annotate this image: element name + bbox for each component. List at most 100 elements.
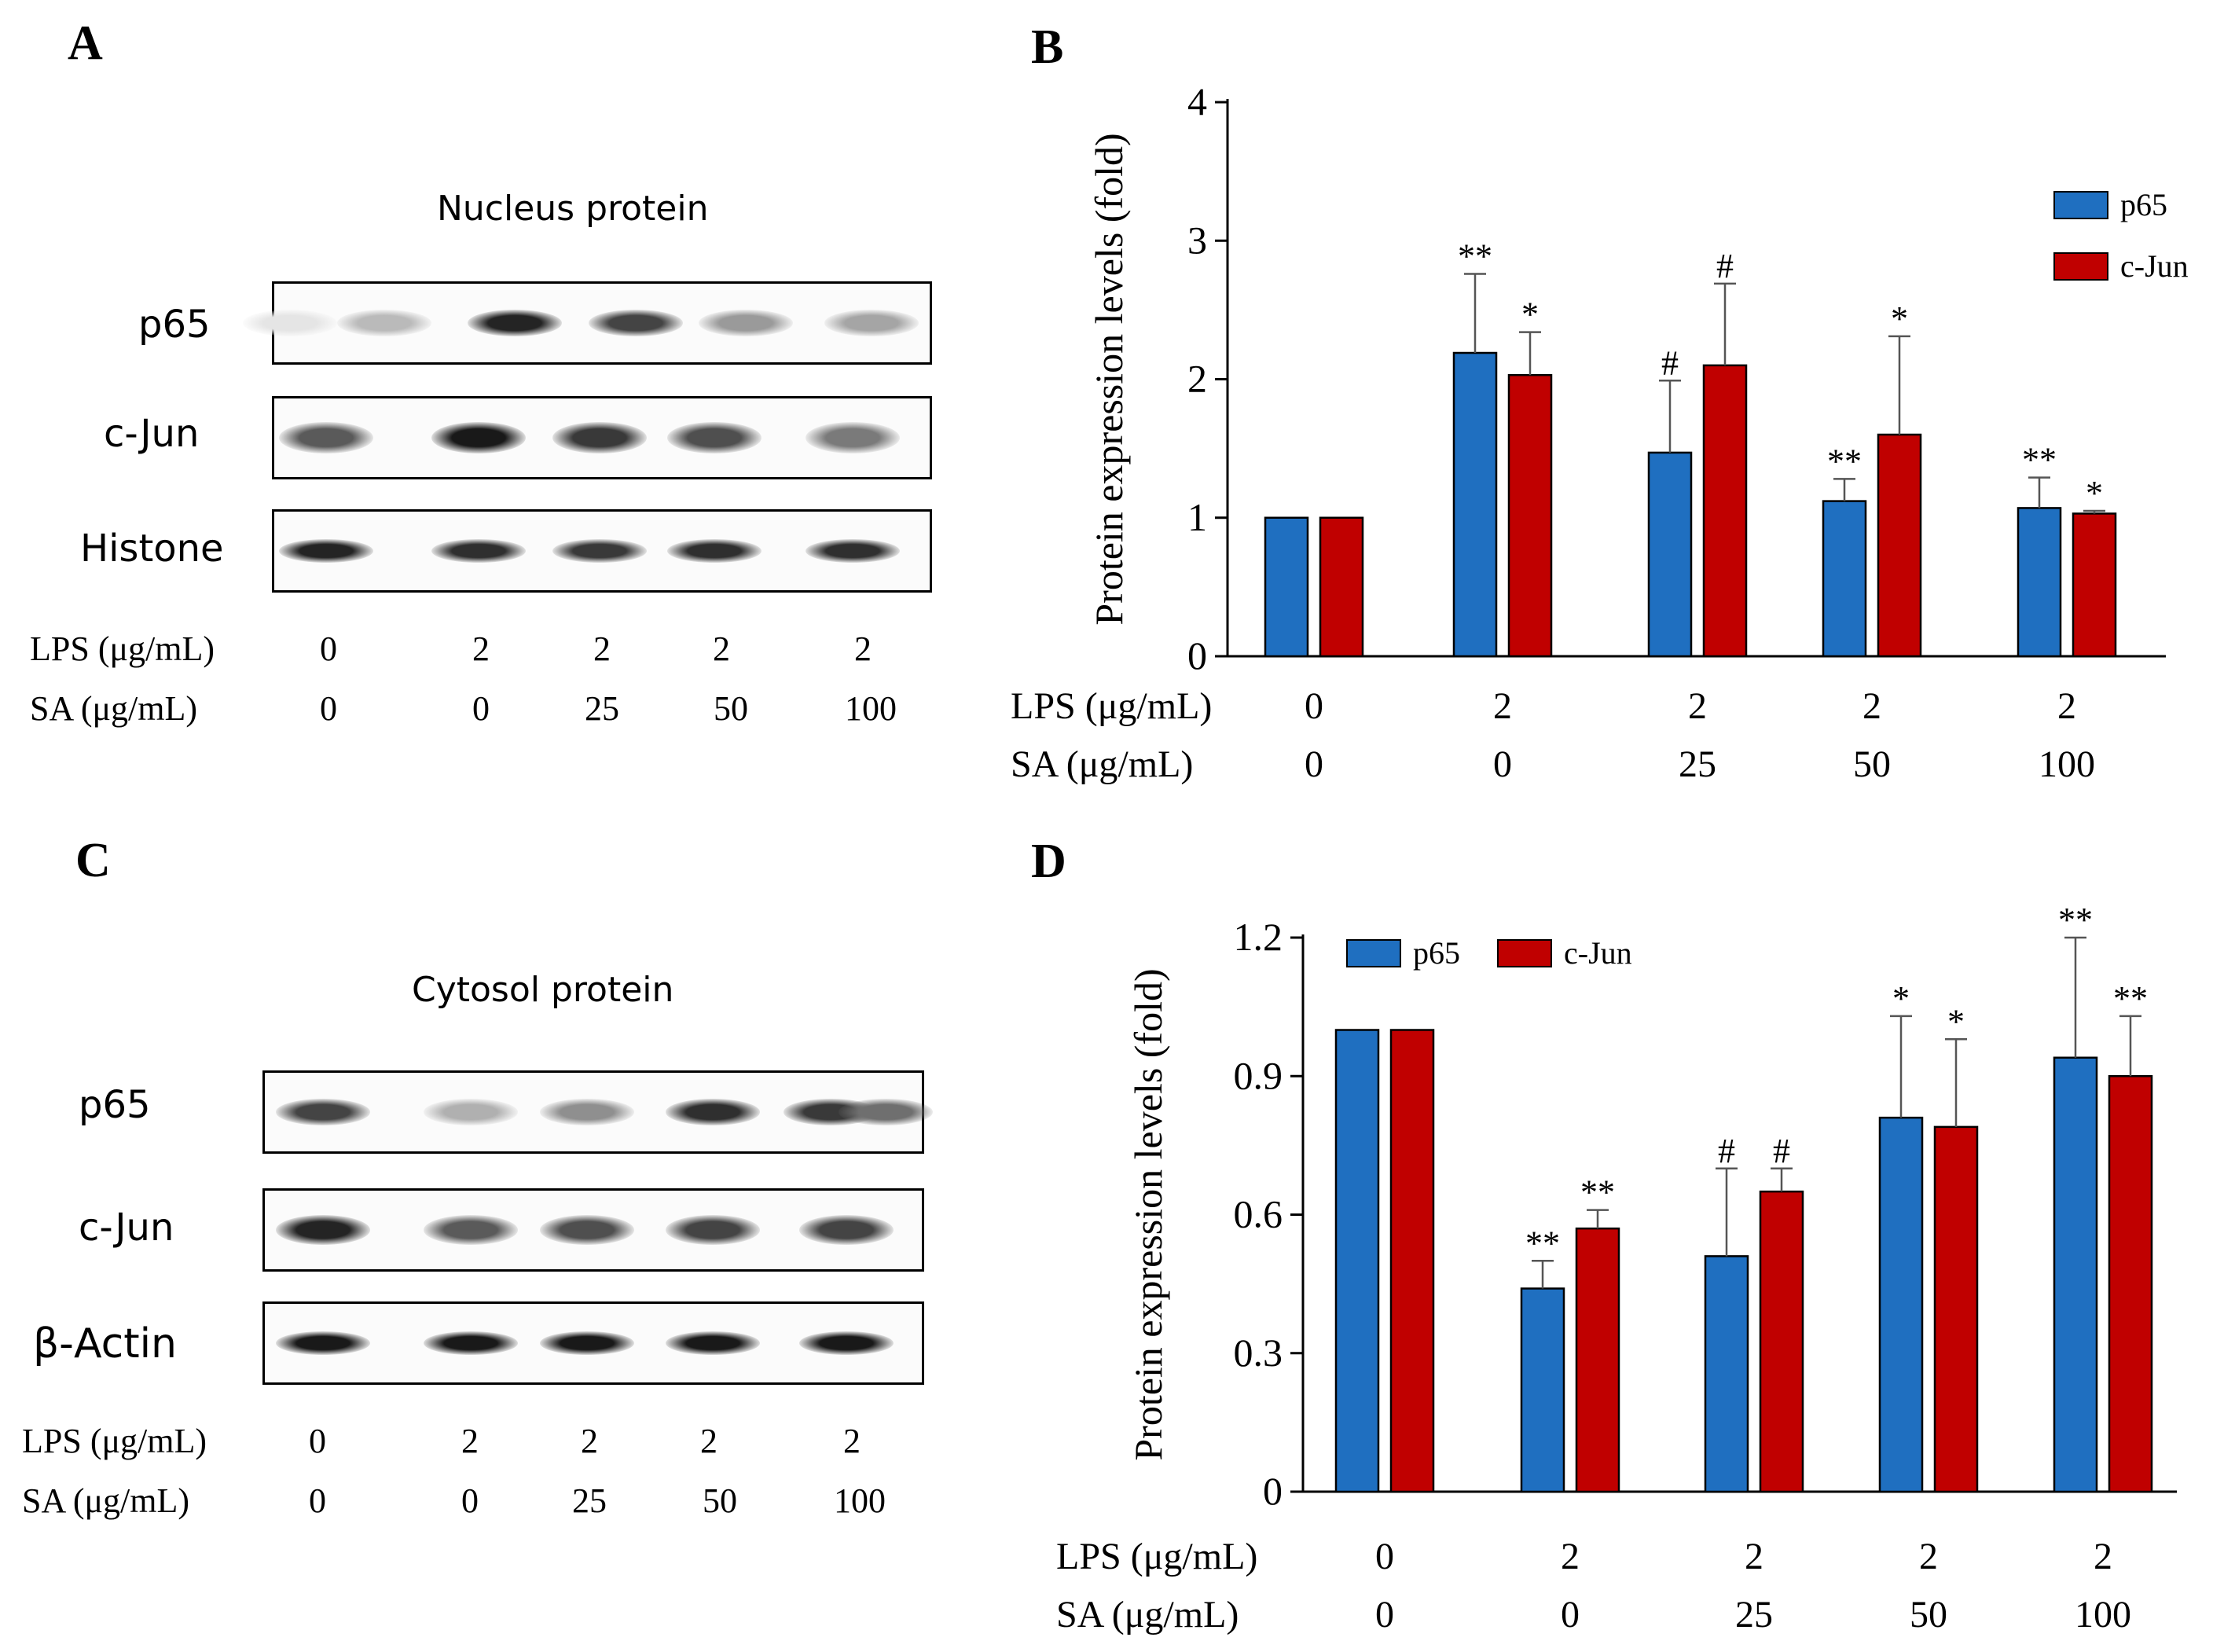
blot-band: [276, 1099, 370, 1125]
blot-band: [666, 1215, 760, 1245]
blot-band: [666, 1331, 760, 1355]
sa-value: 0: [1561, 1594, 1580, 1635]
blot-band: [424, 1331, 518, 1355]
significance-marker: **: [1525, 1224, 1560, 1262]
panel-c-sa-value: 25: [572, 1481, 607, 1520]
panel-b-letter: B: [1031, 20, 1063, 74]
blot-band: [540, 1331, 634, 1355]
panel-a-row-label-histone: Histone: [80, 527, 224, 571]
panel-c-blot-bactin: [262, 1301, 924, 1385]
lps-label: LPS (μg/mL): [1011, 685, 1212, 727]
legend-swatch-c-jun: [2053, 252, 2108, 281]
significance-marker: #: [1661, 343, 1679, 382]
panel-a-sa-value: 25: [585, 689, 619, 728]
blot-band: [243, 310, 337, 336]
sa-value: 0: [1305, 743, 1323, 785]
sa-value: 100: [2039, 743, 2095, 785]
significance-marker: **: [1580, 1173, 1615, 1212]
bar-c-jun: [1389, 1029, 1435, 1493]
panel-a-lps-value: 2: [854, 630, 872, 668]
y-tick-label: 0.9: [1234, 1053, 1283, 1097]
panel-c-sa-value: 100: [834, 1481, 886, 1520]
y-tick-label: 1.2: [1234, 915, 1283, 959]
panel-c-sa-label: SA (μg/mL): [22, 1481, 190, 1520]
bar-p65: [1704, 1255, 1749, 1493]
panel-a-sa-value: 0: [320, 689, 337, 728]
blot-band: [667, 422, 762, 453]
bar-c-jun: [1319, 516, 1364, 658]
blot-band: [552, 422, 647, 453]
blot-band: [424, 1215, 518, 1245]
panel-c-lps-value: 2: [700, 1422, 717, 1460]
lps-value: 2: [1493, 685, 1512, 727]
lps-value: 2: [1862, 685, 1881, 727]
blot-band: [699, 310, 793, 336]
bar-c-jun: [1933, 1125, 1979, 1493]
panel-c-lps-value: 0: [309, 1422, 326, 1460]
blot-band: [276, 1331, 370, 1355]
significance-marker: #: [1718, 1132, 1735, 1170]
panel-c-lps-value: 2: [581, 1422, 598, 1460]
sa-label: SA (μg/mL): [1011, 743, 1193, 785]
panel-a-blot-cjun: [272, 396, 932, 479]
panel-a-lps-value: 2: [713, 630, 730, 668]
significance-marker: **: [2113, 979, 2148, 1018]
panel-c-blot-p65: [262, 1070, 933, 1154]
blot-band: [799, 1331, 894, 1355]
significance-marker: *: [1521, 296, 1539, 334]
y-tick-label: 0: [1187, 633, 1207, 677]
y-tick-label: 3: [1187, 218, 1207, 262]
bar-c-jun: [1507, 373, 1553, 658]
blot-band: [667, 539, 762, 563]
panel-c-lps-value: 2: [843, 1422, 861, 1460]
panel-d-letter: D: [1031, 835, 1066, 888]
lps-value: 2: [1561, 1536, 1580, 1577]
blot-band: [279, 539, 373, 563]
y-tick-label: 0.6: [1234, 1192, 1283, 1236]
panel-c-lps-label: LPS (μg/mL): [22, 1422, 207, 1460]
blot-band: [431, 422, 526, 453]
sa-value: 50: [1910, 1594, 1947, 1635]
legend-label-c-jun: c-Jun: [1564, 935, 1632, 971]
sa-value: 25: [1679, 743, 1716, 785]
panel-a-blot-p65: [243, 281, 932, 365]
significance-marker: **: [2058, 901, 2093, 939]
blot-band: [431, 539, 526, 563]
significance-marker: **: [1458, 237, 1492, 276]
lps-value: 2: [1745, 1536, 1763, 1577]
sa-value: 0: [1375, 1594, 1394, 1635]
panel-c-letter: C: [75, 834, 111, 887]
panel-a-sa-value: 0: [472, 689, 490, 728]
bar-p65: [1822, 500, 1867, 658]
y-tick-label: 4: [1187, 79, 1207, 123]
panel-a-blot-histone: [272, 509, 932, 593]
blot-band: [806, 539, 900, 563]
panel-a-sa-label: SA (μg/mL): [30, 689, 198, 728]
blot-band: [276, 1215, 370, 1245]
panel-c-lps-value: 2: [461, 1422, 479, 1460]
blot-band: [589, 310, 683, 336]
panel-a-row-label-p65: p65: [138, 303, 211, 347]
legend-label-p65: p65: [2120, 187, 2167, 222]
blot-band: [666, 1099, 760, 1125]
blot-band: [806, 422, 900, 453]
sa-value: 100: [2075, 1594, 2131, 1635]
panel-c-sa-value: 0: [309, 1481, 326, 1520]
lps-value: 2: [1919, 1536, 1938, 1577]
legend-label-p65: p65: [1413, 935, 1460, 971]
panel-a-lps-value: 2: [472, 630, 490, 668]
blot-band: [424, 1099, 518, 1125]
bar-p65: [1334, 1029, 1380, 1493]
panel-c-sa-value: 0: [461, 1481, 479, 1520]
bar-p65: [1878, 1116, 1924, 1493]
lps-value: 0: [1375, 1536, 1394, 1577]
panel-a-title: Nucleus protein: [437, 189, 709, 229]
legend-swatch-c-jun: [1497, 939, 1552, 967]
bar-p65: [1264, 516, 1309, 658]
panel-c-title: Cytosol protein: [412, 970, 674, 1010]
blot-band: [552, 539, 647, 563]
blot-band: [540, 1099, 634, 1125]
significance-marker: *: [1891, 299, 1908, 338]
sa-value: 25: [1735, 1594, 1773, 1635]
panel-c-row-label-p65: p65: [79, 1083, 151, 1127]
